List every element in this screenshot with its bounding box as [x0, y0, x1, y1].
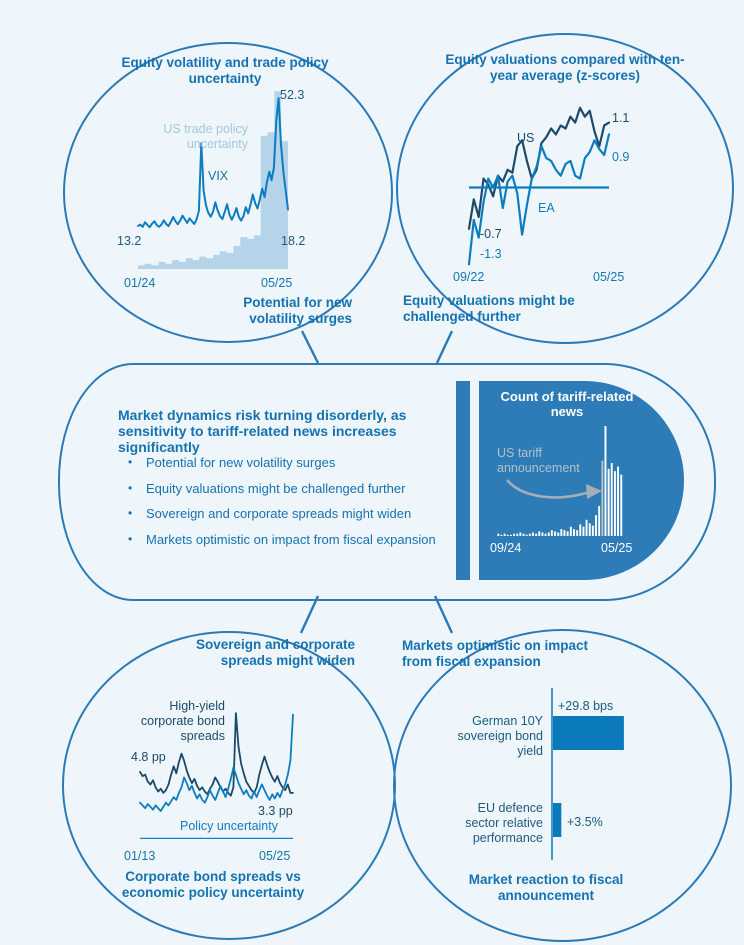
ea-end-value: 0.9 — [612, 150, 630, 164]
vix-start-value: 13.2 — [117, 234, 142, 248]
bullet-text: Potential for new volatility surges — [146, 455, 336, 470]
connector-top-right — [435, 330, 454, 364]
trade-policy-uncertainty-label: US trade policy uncertainty — [163, 122, 248, 151]
x-tick-start: 01/13 — [124, 849, 156, 863]
bubble-center-summary — [58, 363, 716, 601]
caption-spreads: Corporate bond spreads vs economic polic… — [121, 869, 305, 900]
x-tick-end: 05/25 — [601, 541, 633, 555]
panel-accent-strip — [456, 381, 470, 580]
bullet-item: Equity valuations might be challenged fu… — [122, 481, 452, 507]
summary-bullet-list: Potential for new volatility surges Equi… — [122, 455, 452, 557]
high-yield-label: High-yield corporate bond spreads — [140, 699, 225, 743]
bullet-item: Markets optimistic on impact from fiscal… — [122, 532, 452, 558]
caption-volatility: Potential for new volatility surges — [243, 295, 352, 326]
bullet-text: Equity valuations might be challenged fu… — [146, 480, 406, 496]
bullet-text: Sovereign and corporate spreads might wi… — [146, 506, 412, 521]
vix-trade-uncertainty-chart — [137, 91, 289, 270]
policy-uncertainty-label: Policy uncertainty — [180, 819, 278, 833]
bubble-fiscal — [393, 629, 732, 942]
spread-end-value: 3.3 pp — [258, 804, 293, 818]
us-end-value: 1.1 — [612, 111, 630, 125]
panel-title: Count of tariff-related news — [500, 389, 634, 420]
x-tick-end: 05/25 — [261, 276, 293, 290]
bubble-equity-valuations — [396, 33, 734, 344]
bullet-item: Sovereign and corporate spreads might wi… — [122, 506, 452, 532]
vix-peak-value: 52.3 — [280, 88, 305, 102]
x-tick-start: 01/24 — [124, 276, 156, 290]
tariff-announcement-label: US tariff announcement — [497, 446, 580, 475]
defence-sector-label: EU defence sector relative performance — [465, 801, 543, 845]
chart-title-volatility: Equity volatility and trade policy uncer… — [121, 55, 329, 86]
zscore-chart — [467, 106, 611, 266]
x-tick-start: 09/22 — [453, 270, 485, 284]
vix-label: VIX — [208, 169, 229, 183]
bubble-equity-volatility — [63, 42, 393, 343]
ea-start-value: -1.3 — [480, 247, 502, 261]
vix-end-value: 18.2 — [281, 234, 306, 248]
chart-title-fiscal: Markets optimistic on impact from fiscal… — [402, 638, 589, 669]
spread-start-value: 4.8 pp — [131, 750, 166, 764]
x-tick-end: 05/25 — [259, 849, 291, 863]
tariff-news-bar-chart — [497, 426, 623, 536]
defence-sector-value: +3.5% — [567, 815, 603, 829]
chart-title-spreads: Sovereign and corporate spreads might wi… — [195, 637, 355, 668]
fiscal-reaction-bar-chart — [551, 688, 624, 860]
caption-fiscal: Market reaction to fiscal announcement — [468, 872, 624, 903]
spreads-uncertainty-chart — [139, 712, 294, 840]
bond-yield-change-value: +29.8 bps — [558, 699, 614, 713]
ea-series-label: EA — [538, 201, 555, 215]
tariff-news-panel — [479, 381, 684, 580]
connector-bottom-right — [433, 595, 454, 634]
us-series-label: US — [517, 131, 535, 145]
tariff-announcement-arrow — [506, 479, 602, 499]
summary-title: Market dynamics risk turning disorderly,… — [118, 407, 407, 456]
us-start-value: -0.7 — [480, 227, 502, 241]
x-tick-end: 05/25 — [593, 270, 625, 284]
x-tick-start: 09/24 — [490, 541, 522, 555]
bullet-item: Potential for new volatility surges — [122, 455, 452, 481]
caption-valuations: Equity valuations might be challenged fu… — [403, 293, 575, 324]
connector-bottom-left — [299, 595, 320, 634]
chart-title-valuations: Equity valuations compared with ten-year… — [445, 52, 685, 83]
bond-yield-label: German 10Y sovereign bond yield — [457, 714, 543, 758]
bullet-text: Markets optimistic on impact from fiscal… — [146, 531, 436, 547]
connector-top-left — [300, 330, 320, 364]
